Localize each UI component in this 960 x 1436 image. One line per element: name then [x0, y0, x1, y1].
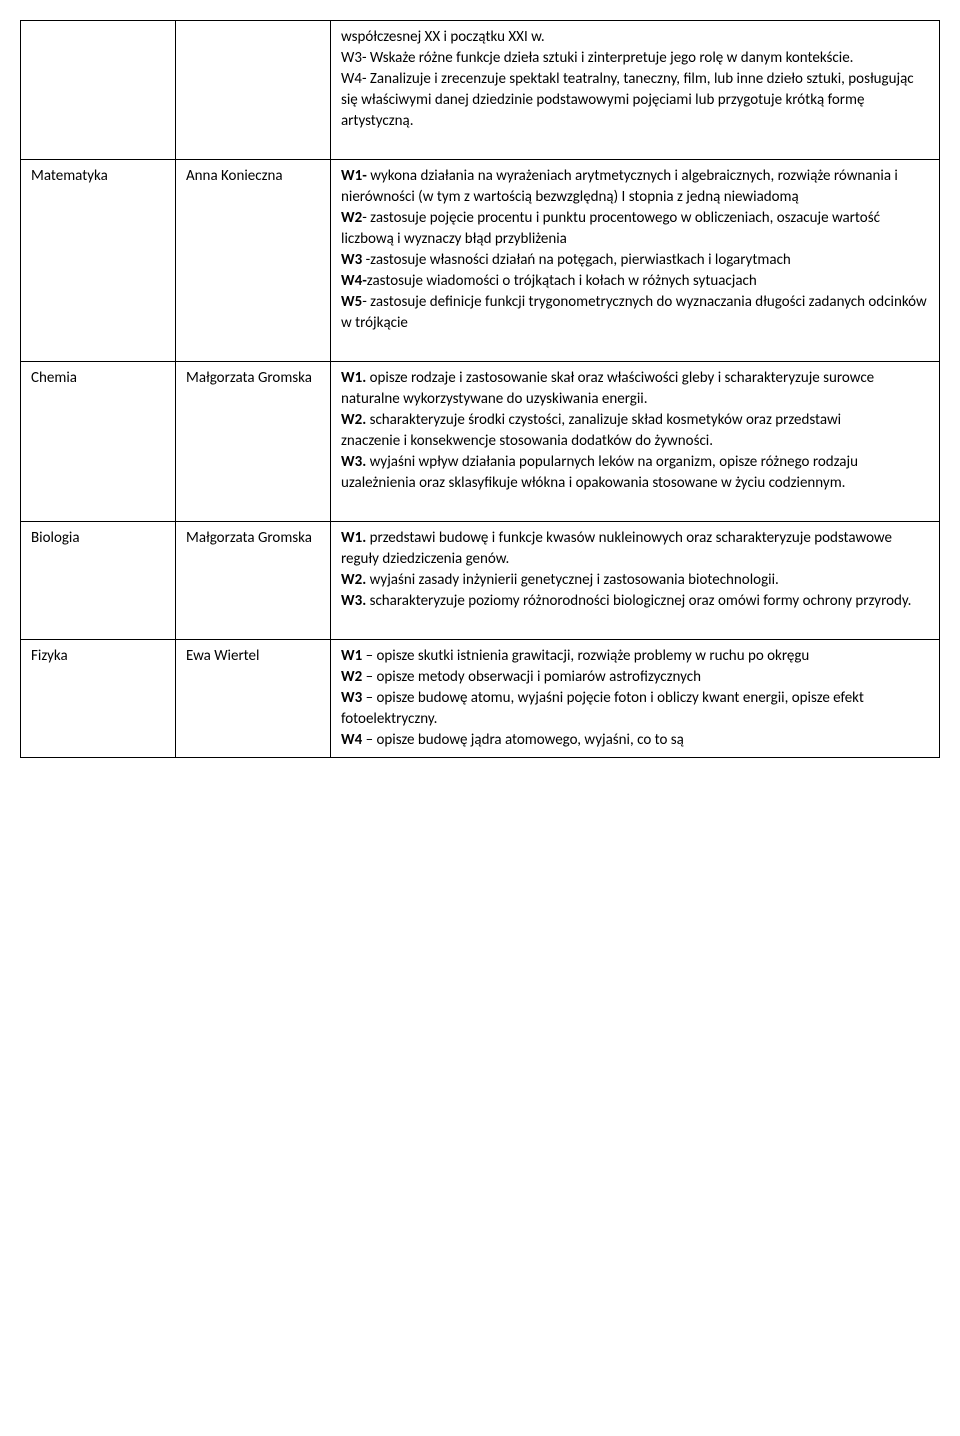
content-cell: W1 – opisze skutki istnienia grawitacji,… [331, 640, 940, 758]
content-text: W1. opisze rodzaje i zastosowanie skał o… [341, 368, 929, 515]
table-row: Matematyka Anna Konieczna W1- wykona dział… [21, 160, 940, 362]
content-text: W1. przedstawi budowę i funkcje kwasów n… [341, 528, 929, 633]
subject-cell: Chemia [21, 362, 176, 522]
content-text: W1 – opisze skutki istnienia grawitacji,… [341, 646, 929, 751]
curriculum-table: współczesnej XX i początku XXI w.W3- Wsk… [20, 20, 940, 758]
teacher-cell: Anna Konieczna [176, 160, 331, 362]
content-cell: W1. opisze rodzaje i zastosowanie skał o… [331, 362, 940, 522]
teacher-text: Małgorzata Gromska [186, 369, 312, 387]
subject-text: Biologia [31, 529, 80, 547]
content-text: współczesnej XX i początku XXI w.W3- Wsk… [341, 27, 929, 153]
subject-cell: Biologia [21, 522, 176, 640]
content-cell: współczesnej XX i początku XXI w.W3- Wsk… [331, 21, 940, 160]
table-row: współczesnej XX i początku XXI w.W3- Wsk… [21, 21, 940, 160]
teacher-text: Małgorzata Gromska [186, 529, 312, 547]
table-row: Biologia Małgorzata Gromska W1. przedstawi… [21, 522, 940, 640]
teacher-cell: Ewa Wiertel [176, 640, 331, 758]
subject-text: Chemia [31, 369, 77, 387]
table-row: Fizyka Ewa Wiertel W1 – opisze skutki istn… [21, 640, 940, 758]
teacher-cell [176, 21, 331, 160]
subject-text: Fizyka [31, 647, 68, 665]
teacher-cell: Małgorzata Gromska [176, 362, 331, 522]
table-row: Chemia Małgorzata Gromska W1. opisze rodza… [21, 362, 940, 522]
content-cell: W1. przedstawi budowę i funkcje kwasów n… [331, 522, 940, 640]
subject-text: Matematyka [31, 167, 108, 185]
content-cell: W1- wykona działania na wyrażeniach aryt… [331, 160, 940, 362]
subject-cell [21, 21, 176, 160]
teacher-cell: Małgorzata Gromska [176, 522, 331, 640]
subject-cell: Fizyka [21, 640, 176, 758]
teacher-text: Ewa Wiertel [186, 647, 259, 665]
subject-cell: Matematyka [21, 160, 176, 362]
teacher-text: Anna Konieczna [186, 167, 283, 185]
content-text: W1- wykona działania na wyrażeniach aryt… [341, 166, 929, 355]
